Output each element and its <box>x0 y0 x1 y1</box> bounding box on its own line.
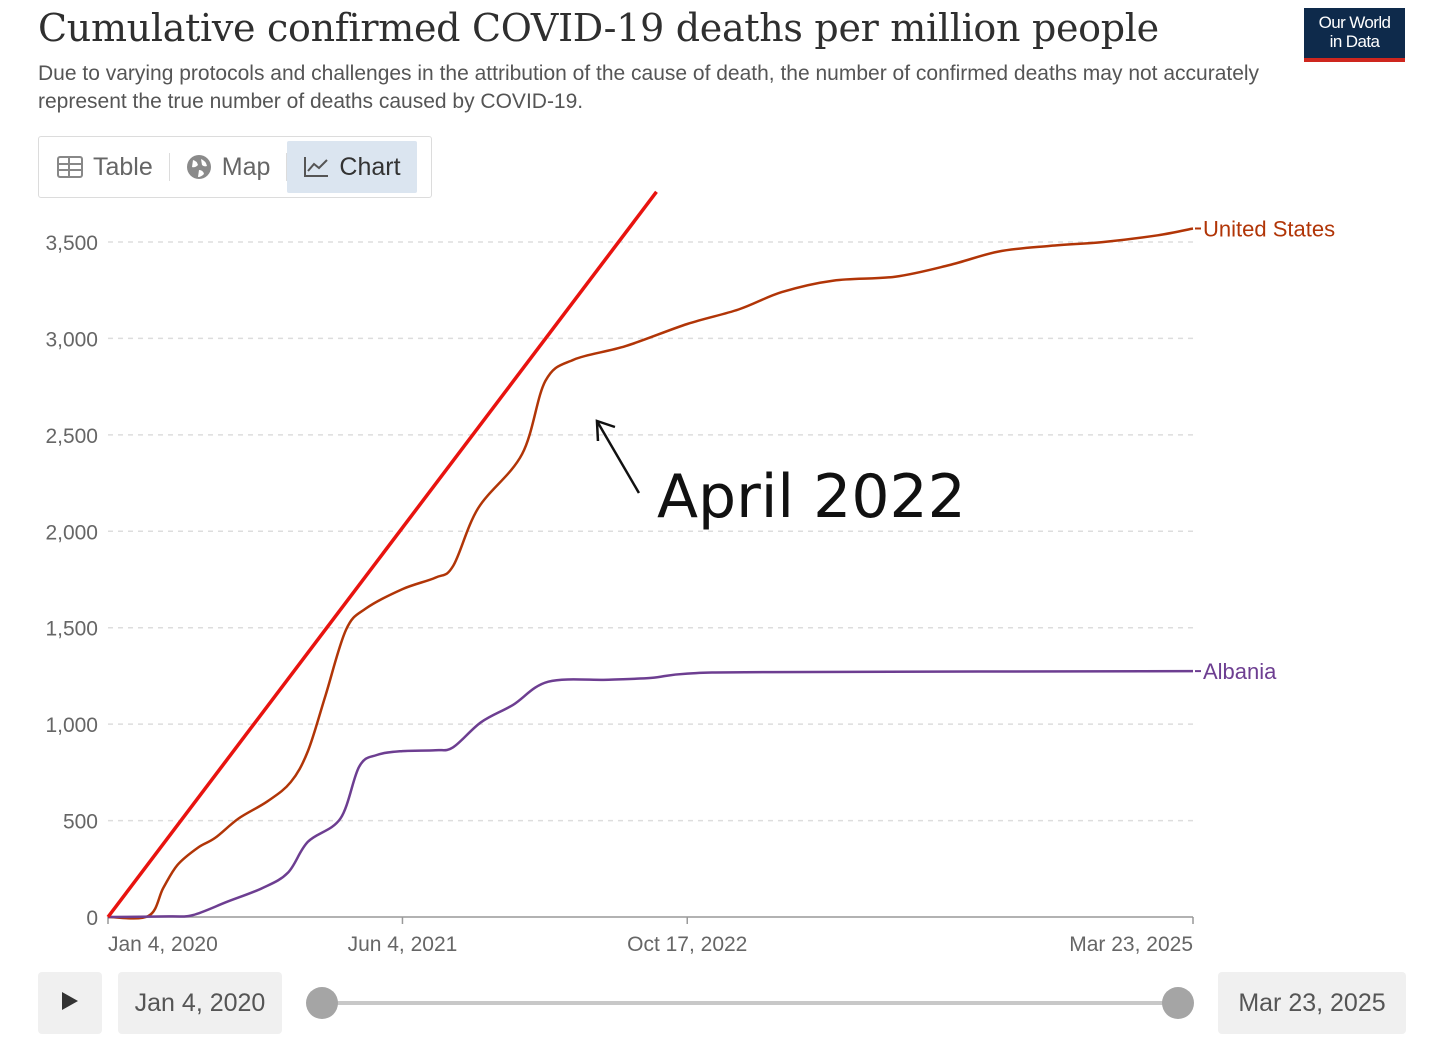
y-tick-label: 500 <box>63 811 98 834</box>
tab-table[interactable]: Table <box>41 141 169 193</box>
x-tick-label: Oct 17, 2022 <box>627 933 747 956</box>
tab-chart-label: Chart <box>339 152 401 181</box>
callout-arrow <box>595 420 641 494</box>
timeline-slider-track[interactable] <box>322 1001 1178 1005</box>
grid-lines <box>108 241 1193 822</box>
y-tick-label: 2,500 <box>45 425 98 448</box>
callout-arrowhead <box>595 419 616 442</box>
play-button[interactable] <box>38 972 102 1034</box>
trendline <box>106 190 658 919</box>
annotations: April 2022 <box>106 190 966 919</box>
timeline-start-date[interactable]: Jan 4, 2020 <box>118 972 282 1034</box>
tab-map-label: Map <box>221 152 271 181</box>
chart-title: Cumulative confirmed COVID-19 deaths per… <box>38 6 1159 50</box>
y-tick-label: 1,500 <box>45 618 98 641</box>
line-chart-icon <box>303 156 329 178</box>
series-line-albania <box>107 669 1194 919</box>
x-tick-label: Mar 23, 2025 <box>1069 933 1193 956</box>
series-line-united-states <box>107 227 1194 920</box>
x-tick-label: Jan 4, 2020 <box>108 933 218 956</box>
table-icon <box>57 156 83 178</box>
y-tick-label: 2,000 <box>45 521 98 544</box>
logo-line-2: in Data <box>1329 32 1380 51</box>
tab-map[interactable]: Map <box>170 141 287 193</box>
tab-chart[interactable]: Chart <box>287 141 417 193</box>
tab-table-label: Table <box>93 152 153 181</box>
logo-line-1: Our World <box>1318 13 1391 32</box>
tab-divider <box>168 153 170 181</box>
y-tick-label: 0 <box>86 907 98 930</box>
series-lines: United States Albania <box>107 217 1335 920</box>
y-tick-label: 3,000 <box>45 328 98 351</box>
timeline-end-handle[interactable] <box>1162 987 1194 1019</box>
tab-divider <box>286 153 288 181</box>
y-tick-label: 3,500 <box>45 232 98 255</box>
play-icon <box>61 991 79 1016</box>
series-label[interactable]: United States <box>1203 217 1335 242</box>
globe-icon <box>186 154 212 180</box>
view-tabs: Table Map Chart <box>38 136 432 198</box>
series-label[interactable]: Albania <box>1203 659 1277 684</box>
callout-text: April 2022 <box>657 462 966 532</box>
x-tick-label: Jun 4, 2021 <box>348 933 458 956</box>
chart-subtitle: Due to varying protocols and challenges … <box>38 62 1260 113</box>
axes: 0 500 1,000 1,500 2,000 2,500 3,000 3,500 Jan 4,… <box>45 232 1194 956</box>
y-tick-label: 1,000 <box>45 714 98 737</box>
timeline-end-date[interactable]: Mar 23, 2025 <box>1218 972 1406 1034</box>
owid-logo[interactable]: Our World in Data <box>1304 8 1405 62</box>
timeline-start-handle[interactable] <box>306 987 338 1019</box>
